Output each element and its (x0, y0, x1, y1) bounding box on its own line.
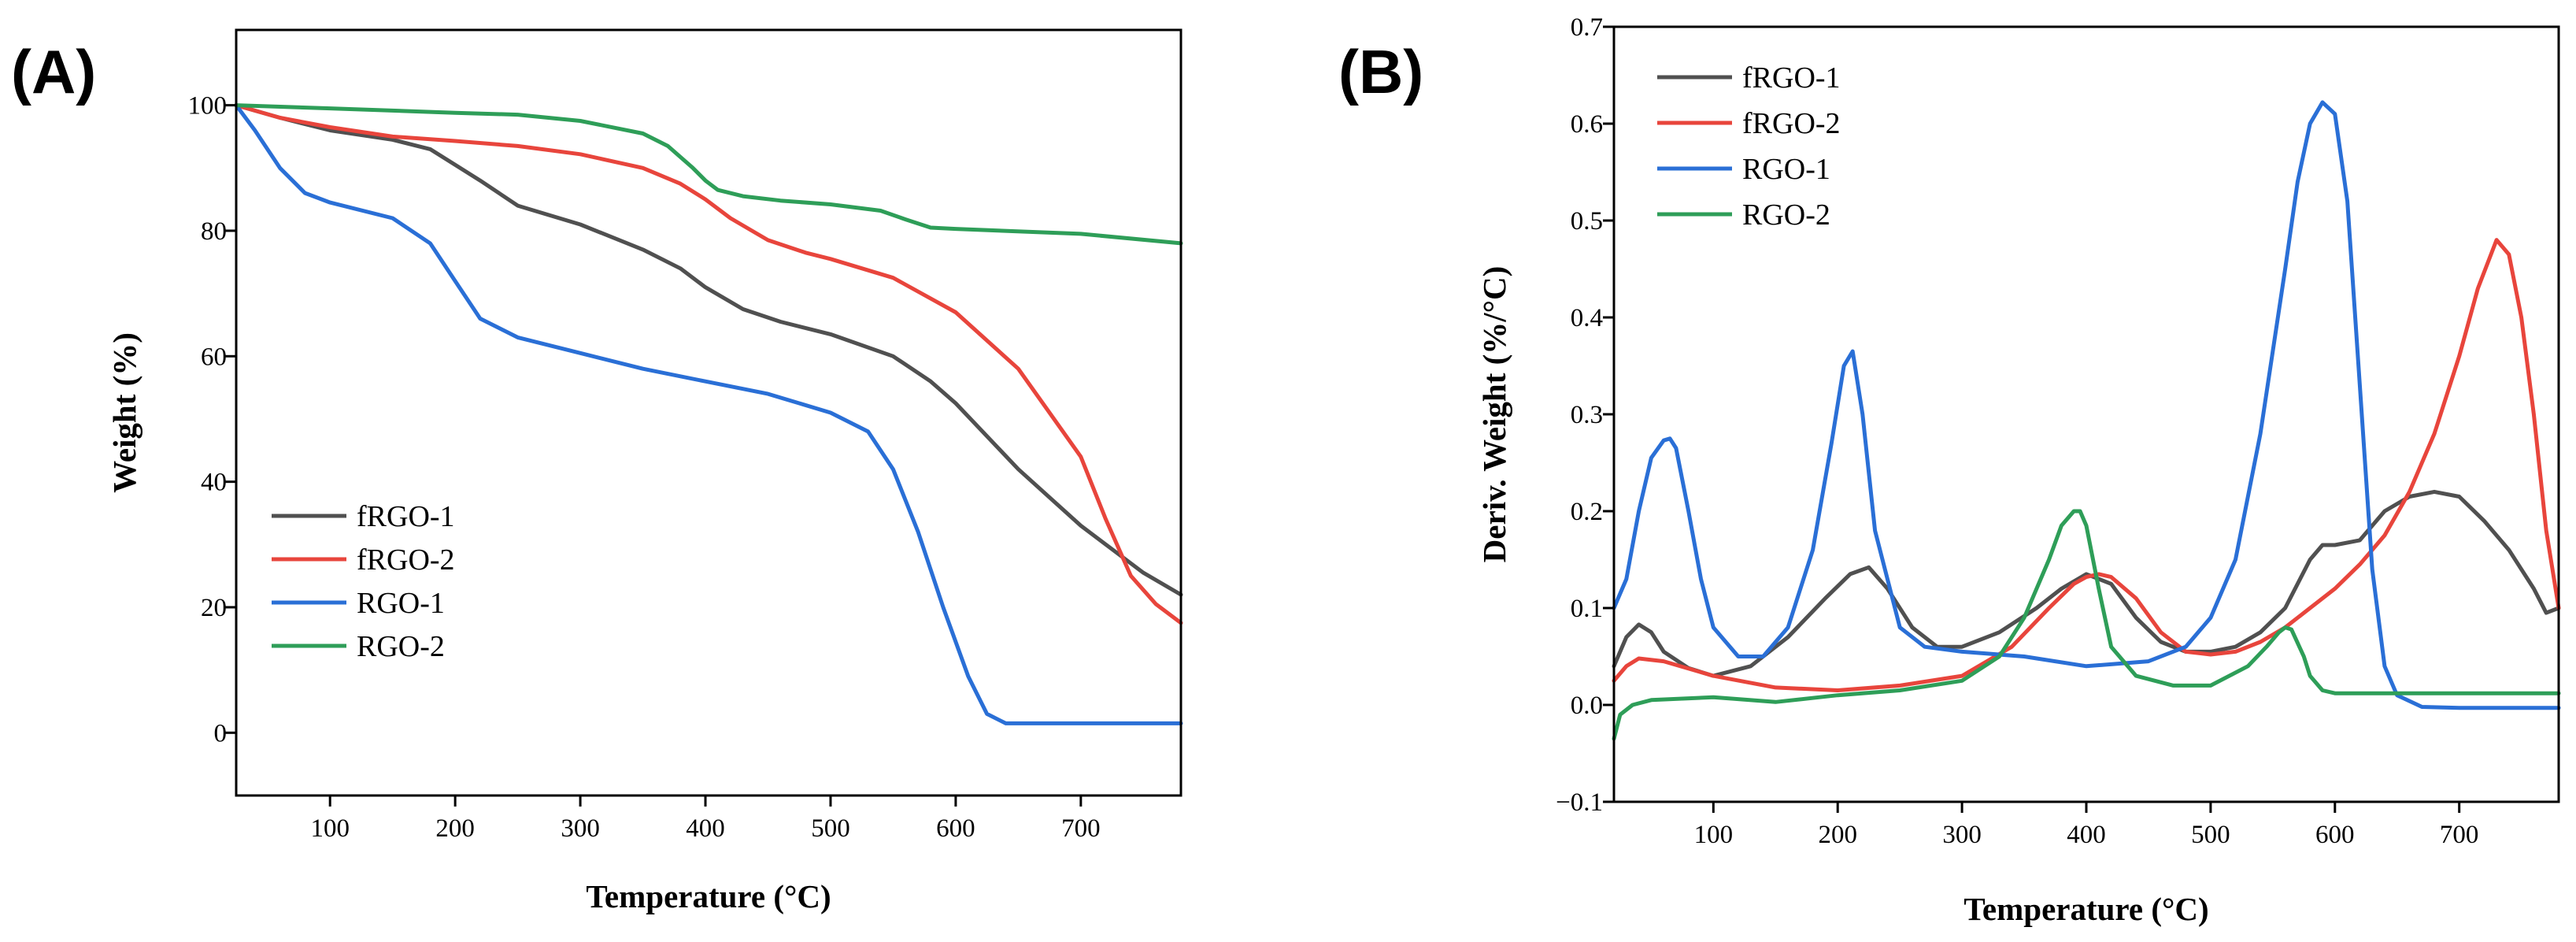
chart-a-ytick-label-1: 20 (201, 594, 227, 622)
chart-a-ytick-label-3: 60 (201, 343, 227, 371)
chart-b-series-frgo-2 (1612, 238, 2561, 692)
chart-a-series-frgo-2 (234, 103, 1183, 625)
chart-b-xticks: 100 200 300 400 500 600 700 (1694, 802, 2479, 849)
chart-b-ytick-label-0: −0.1 (1556, 788, 1603, 817)
chart-a-ytick-label-5: 100 (188, 92, 228, 121)
chart-b-xtick-label-200: 200 (1818, 821, 1857, 849)
chart-a-ytick-label-4: 80 (201, 217, 227, 246)
chart-b-ytick-label-7: 0.6 (1571, 110, 1603, 139)
chart-b-xtick-label-700: 700 (2440, 821, 2479, 849)
chart-b-series-rgo-1 (1612, 100, 2561, 710)
chart-a-xticks: 100 200 300 400 500 600 700 (310, 796, 1101, 843)
chart-a-legend-label-frgo-2: fRGO-2 (357, 543, 455, 577)
chart-b-series (1612, 100, 2561, 741)
chart-a-xtick-label-700: 700 (1061, 814, 1101, 843)
chart-b-yticks: −0.1 0.0 0.1 0.2 0.3 0.4 0.5 0.6 0.7 (1556, 13, 1614, 817)
chart-a-xtick-label-600: 600 (936, 814, 975, 843)
chart-a-series-rgo-2 (234, 103, 1183, 246)
chart-b-ytick-label-6: 0.5 (1571, 207, 1603, 236)
chart-a-legend-label-rgo-1: RGO-1 (357, 587, 445, 620)
chart-a: (A) 100 200 300 400 500 600 700 0 20 40 60 80 100 T… (11, 28, 1183, 914)
chart-b-legend-label-frgo-1: fRGO-1 (1742, 61, 1841, 95)
chart-b-ytick-label-8: 0.7 (1571, 13, 1603, 42)
chart-a-series-frgo-1 (234, 103, 1183, 597)
chart-b-legend-label-frgo-2: fRGO-2 (1742, 107, 1841, 140)
chart-a-ylabel: Weight (%) (106, 332, 142, 493)
chart-a-xtick-label-200: 200 (435, 814, 475, 843)
panel-label-a: (A) (11, 37, 96, 106)
chart-b-series-frgo-1 (1612, 489, 2561, 678)
chart-b-ytick-label-4: 0.3 (1571, 401, 1603, 429)
chart-b-xtick-label-600: 600 (2315, 821, 2355, 849)
chart-a-frame (235, 28, 1183, 797)
chart-a-series (234, 103, 1183, 725)
chart-b: (B) 100 200 300 400 500 600 700 −0.1 0.0 0.1 0.2 0… (1338, 13, 2561, 927)
chart-b-xtick-label-400: 400 (2067, 821, 2106, 849)
chart-b-ytick-label-3: 0.2 (1571, 498, 1603, 526)
chart-b-ytick-label-1: 0.0 (1571, 692, 1603, 720)
panel-label-b: (B) (1338, 37, 1423, 106)
chart-a-legend-label-rgo-2: RGO-2 (357, 630, 445, 663)
chart-a-ytick-label-2: 40 (201, 469, 227, 497)
chart-b-ytick-label-2: 0.1 (1571, 595, 1603, 623)
chart-a-yticks: 0 20 40 60 80 100 (188, 92, 236, 747)
chart-b-xtick-label-500: 500 (2191, 821, 2230, 849)
chart-a-ytick-label-0: 0 (214, 719, 228, 747)
chart-a-xtick-label-100: 100 (310, 814, 350, 843)
chart-b-xlabel: Temperature (°C) (1963, 891, 2208, 927)
chart-a-xtick-label-300: 300 (561, 814, 600, 843)
chart-a-xtick-label-500: 500 (811, 814, 850, 843)
chart-b-legend-label-rgo-1: RGO-1 (1742, 153, 1830, 186)
chart-b-legend: fRGO-1 fRGO-2 RGO-1 RGO-2 (1657, 61, 1841, 232)
chart-b-ytick-label-5: 0.4 (1571, 304, 1603, 332)
chart-b-legend-label-rgo-2: RGO-2 (1742, 198, 1830, 232)
chart-a-legend-label-frgo-1: fRGO-1 (357, 500, 455, 533)
chart-a-xlabel: Temperature (°C) (586, 878, 831, 914)
chart-b-xtick-label-300: 300 (1942, 821, 1982, 849)
chart-b-series-rgo-2 (1612, 509, 2561, 741)
chart-b-ylabel: Deriv. Weight (%/°C) (1476, 266, 1512, 563)
chart-b-xtick-label-100: 100 (1694, 821, 1734, 849)
chart-a-xtick-label-400: 400 (686, 814, 725, 843)
chart-a-legend: fRGO-1 fRGO-2 RGO-1 RGO-2 (272, 500, 455, 663)
chart-a-series-rgo-1 (234, 103, 1183, 725)
